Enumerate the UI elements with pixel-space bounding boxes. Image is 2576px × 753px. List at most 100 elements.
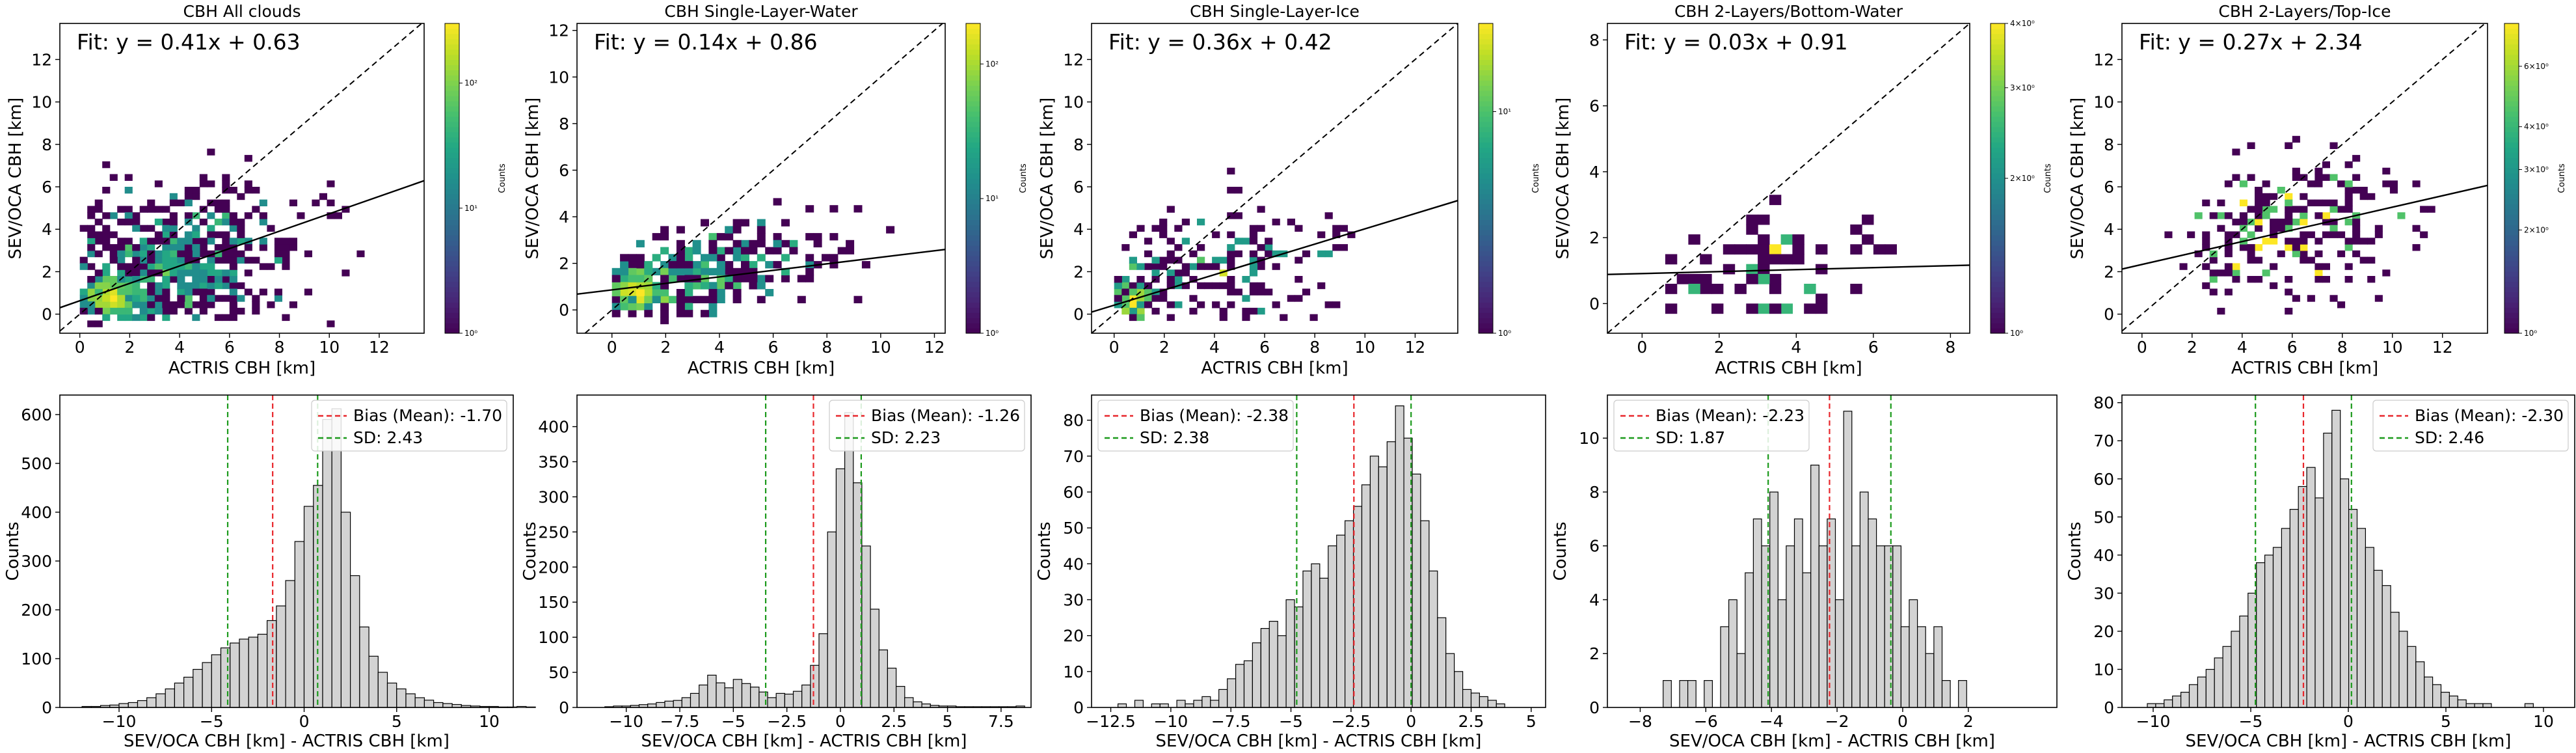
heatmap-cell	[237, 225, 245, 232]
heatmap-cell	[2322, 174, 2330, 181]
heatmap-cell	[1347, 231, 1356, 238]
heatmap-cell	[2412, 244, 2421, 251]
heatmap-cell	[644, 310, 653, 318]
heatmap-cell	[2337, 231, 2346, 238]
heatmap-cell	[757, 240, 766, 248]
heatmap-cell	[2337, 206, 2346, 213]
heatmap-cell	[192, 263, 200, 270]
heatmap-cell	[312, 199, 320, 206]
y-tick-label: 12	[548, 21, 569, 40]
heatmap-cell	[147, 301, 155, 308]
heatmap-cell	[1174, 301, 1183, 308]
colorbar-step	[1991, 44, 2005, 50]
colorbar-label: Counts	[2557, 163, 2567, 193]
heatmap-cell	[237, 193, 245, 200]
histogram-bar	[1235, 664, 1245, 708]
heatmap-cell	[708, 303, 718, 310]
heatmap-cell	[2314, 276, 2323, 283]
heatmap-cell	[725, 267, 734, 276]
y-tick-label: 6	[559, 161, 569, 180]
x-tick-label: −10	[102, 712, 137, 731]
heatmap-cell	[1212, 231, 1220, 238]
histogram-bar	[2214, 657, 2223, 708]
heatmap-cell	[184, 250, 193, 258]
heatmap-cell	[169, 307, 178, 315]
y-tick-label: 2	[2104, 262, 2114, 281]
heatmap-cell	[274, 256, 282, 264]
fit-line	[576, 249, 946, 295]
colorbar-step	[2504, 214, 2519, 221]
heatmap-cell	[2187, 231, 2195, 238]
colorbar-tick-label: 10⁰	[2010, 329, 2023, 338]
heatmap-cell	[132, 288, 141, 295]
heatmap-cell	[2285, 288, 2293, 295]
y-tick-label: 2	[1589, 228, 1600, 247]
heatmap-cell	[2367, 276, 2376, 283]
x-tick-label: −4	[1760, 712, 1784, 731]
heatmap-cell	[644, 267, 653, 276]
colorbar-step	[1479, 323, 1493, 329]
heatmap-cell	[199, 301, 208, 308]
y-tick-label: 0	[559, 301, 569, 320]
heatmap-cell	[102, 244, 111, 251]
histogram-bar	[155, 693, 166, 708]
heatmap-cell	[244, 155, 252, 162]
heatmap-cell	[2307, 231, 2315, 238]
heatmap-cell	[154, 256, 163, 264]
colorbar-step	[445, 245, 459, 251]
heatmap-cell	[2374, 225, 2383, 232]
heatmap-cell	[199, 269, 208, 277]
heatmap-cell	[87, 250, 96, 258]
heatmap-cell	[237, 238, 245, 245]
heatmap-cell	[229, 250, 237, 258]
heatmap-cell	[2322, 212, 2330, 219]
heatmap-cell	[1302, 250, 1311, 258]
heatmap-cell	[274, 250, 282, 258]
heatmap-cell	[102, 269, 111, 277]
heatmap-cell	[2224, 231, 2233, 238]
heatmap-cell	[708, 240, 718, 248]
heatmap-cell	[2277, 218, 2285, 226]
heatmap-cell	[2352, 218, 2361, 226]
heatmap-cell	[1219, 282, 1228, 290]
colorbar-step	[2504, 281, 2519, 288]
heatmap-cell	[2285, 225, 2293, 232]
histogram-bar	[2340, 478, 2350, 708]
heatmap-cell	[2209, 212, 2218, 219]
heatmap-cell	[79, 256, 88, 264]
heatmap-cell	[192, 314, 200, 322]
histogram-bar	[1176, 700, 1186, 708]
histogram-bar	[2281, 528, 2290, 708]
heatmap-cell	[2262, 212, 2270, 219]
histogram-bar	[1909, 599, 1918, 708]
heatmap-cell	[1234, 238, 1242, 245]
heatmap-cell	[2367, 256, 2376, 264]
heatmap-cell	[1792, 234, 1805, 245]
heatmap-cell	[94, 276, 103, 283]
colorbar-step	[1479, 163, 1493, 169]
heatmap-cell	[2285, 206, 2293, 213]
histogram-bar	[2365, 547, 2374, 708]
heatmap-cell	[676, 226, 685, 234]
legend-box	[2372, 400, 2569, 452]
colorbar-step	[445, 219, 459, 225]
y-tick-label: 600	[21, 405, 52, 424]
heatmap-cell	[652, 267, 661, 276]
heatmap-cell	[1850, 244, 1862, 255]
heatmap-cell	[757, 254, 766, 262]
colorbar-label: Counts	[1531, 163, 1541, 193]
heatmap-cell	[2344, 187, 2353, 194]
colorbar-step	[2504, 49, 2519, 55]
y-tick-label: 4	[42, 220, 52, 239]
colorbar-step	[445, 64, 459, 70]
legend-bias-label: Bias (Mean): -2.23	[1656, 406, 1805, 425]
heatmap-cell	[184, 187, 193, 194]
heatmap-cell	[1734, 244, 1747, 255]
y-tick-label: 70	[2093, 431, 2114, 450]
heatmap-cell	[1850, 224, 1862, 235]
histogram-bar	[913, 701, 922, 708]
colorbar-step	[1479, 173, 1493, 179]
heatmap-cell	[757, 282, 766, 290]
colorbar-step	[445, 75, 459, 81]
histogram-bars	[1663, 411, 1967, 708]
